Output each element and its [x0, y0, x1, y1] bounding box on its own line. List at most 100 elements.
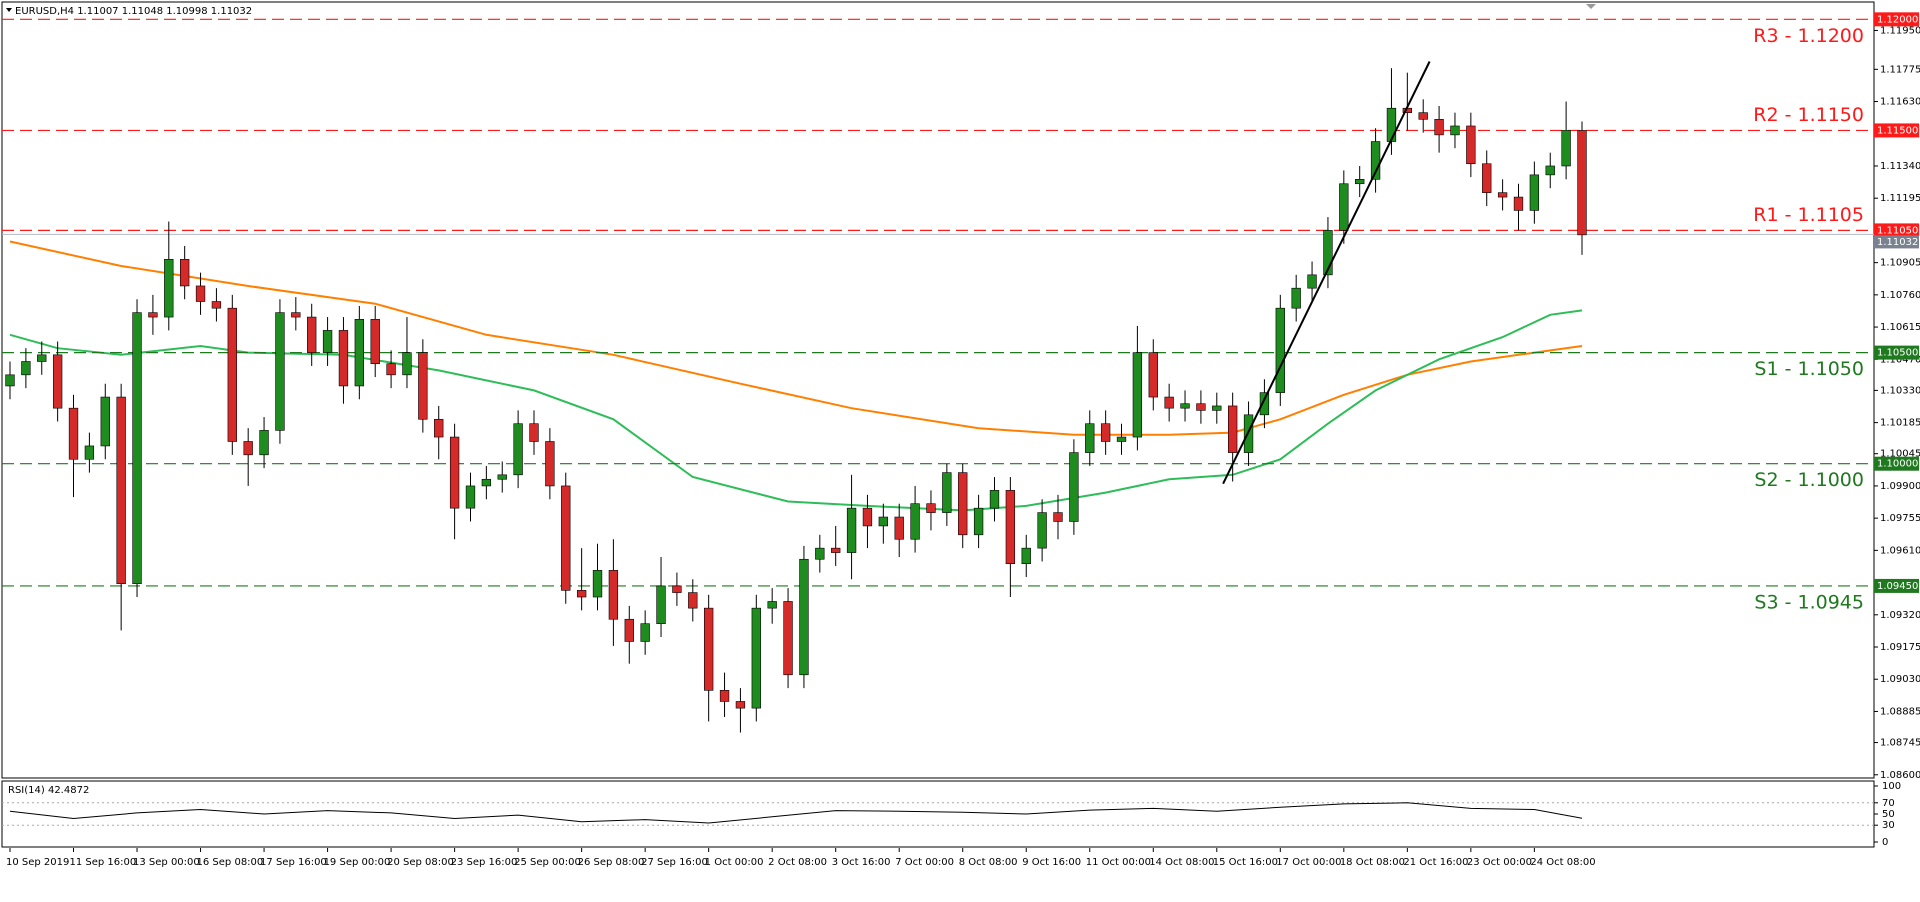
candle-body [1164, 396, 1174, 409]
x-tick-label: 3 Oct 16:00 [832, 857, 891, 868]
candle-body [37, 354, 47, 362]
level-label: S1 - 1.1050 [1754, 358, 1864, 380]
candle-body [1529, 174, 1540, 211]
x-tick-label: 16 Sep 08:00 [197, 857, 264, 868]
level-axis-label: 1.10000 [1877, 459, 1918, 470]
y-tick-label: 1.08745 [1880, 738, 1920, 749]
candle-body [910, 503, 920, 540]
candle-body [1370, 141, 1381, 180]
candle-body [1482, 163, 1492, 193]
candle-body [783, 601, 793, 676]
candle-body [1386, 107, 1397, 142]
indicator-tick-label: 0 [1882, 837, 1888, 848]
x-tick-label: 26 Sep 08:00 [578, 857, 645, 868]
y-tick-label: 1.09755 [1880, 513, 1920, 524]
candle-body [1259, 392, 1270, 416]
y-tick-label: 1.11195 [1880, 193, 1920, 204]
candle-body [958, 472, 968, 536]
candle-body [608, 570, 619, 620]
candle-body [1466, 125, 1476, 165]
indicator-line [9, 802, 1583, 824]
candle-body [148, 312, 158, 318]
trendline [1222, 61, 1431, 485]
candle-body [307, 316, 317, 353]
candle-body [1418, 112, 1428, 120]
level-axis-label: 1.12000 [1877, 14, 1918, 25]
y-tick-label: 1.11340 [1880, 161, 1920, 172]
x-tick-label: 1 Oct 00:00 [705, 857, 764, 868]
x-tick-label: 7 Oct 00:00 [895, 857, 954, 868]
level-label: S3 - 1.0945 [1754, 591, 1864, 613]
candle-body [465, 485, 476, 509]
candle-body [1196, 403, 1206, 411]
x-tick-label: 23 Sep 16:00 [451, 857, 518, 868]
level-axis-box [1874, 12, 1919, 27]
candle-body [1100, 423, 1111, 442]
candle-body [180, 258, 190, 287]
y-tick-label: 1.10905 [1880, 258, 1920, 269]
x-tick-label: 8 Oct 08:00 [959, 857, 1018, 868]
y-tick-label: 1.08600 [1880, 770, 1920, 781]
indicator-title: RSI(14) 42.4872 [8, 785, 89, 796]
candle-body [1005, 490, 1016, 564]
candle-body [370, 318, 380, 365]
candle-body [1085, 423, 1095, 453]
level-axis-box [1874, 578, 1919, 593]
x-tick-label: 2 Oct 08:00 [768, 857, 827, 868]
menu-triangle[interactable] [6, 8, 12, 12]
candle-body [1180, 403, 1190, 409]
candle-body [862, 507, 873, 527]
level-axis-box [1874, 345, 1919, 360]
candle-body [275, 312, 285, 431]
x-tick-label: 24 Oct 08:00 [1530, 857, 1595, 868]
candle-body [1339, 183, 1349, 231]
candle-body [338, 330, 349, 387]
level-axis-box [1874, 223, 1919, 238]
candle-body [513, 423, 523, 476]
level-label: R1 - 1.1105 [1753, 204, 1864, 226]
y-tick-label: 1.11630 [1880, 97, 1920, 108]
y-tick-label: 1.10615 [1880, 322, 1920, 333]
candle-body [116, 396, 126, 584]
candle-body [1021, 547, 1031, 564]
y-tick-label: 1.09610 [1880, 545, 1920, 556]
x-tick-label: 23 Oct 00:00 [1467, 857, 1532, 868]
candle-body [1053, 512, 1063, 522]
level-label: R2 - 1.1150 [1753, 104, 1864, 126]
candle-body [545, 441, 555, 487]
y-tick-label: 1.10470 [1880, 354, 1920, 365]
candle-body [576, 590, 587, 598]
candle-body [1116, 436, 1127, 442]
candle-body [1561, 130, 1571, 167]
level-label: S2 - 1.1000 [1754, 469, 1864, 491]
candle-body [434, 418, 444, 438]
indicator-tick-label: 70 [1882, 798, 1895, 809]
candle-body [227, 307, 237, 442]
candle-body [973, 507, 984, 536]
candle-body [561, 485, 571, 591]
x-tick-label: 20 Sep 08:00 [387, 857, 454, 868]
candle-body [84, 445, 95, 460]
chart-title: EURUSD,H4 1.11007 1.11048 1.10998 1.1103… [15, 6, 252, 17]
candle-body [815, 547, 825, 560]
y-tick-label: 1.10760 [1880, 290, 1920, 301]
level-axis-label: 1.11500 [1877, 125, 1918, 136]
candle-body [831, 547, 841, 553]
candle-body [52, 354, 63, 409]
candle-body [481, 478, 492, 487]
x-tick-label: 25 Sep 00:00 [514, 857, 581, 868]
candle-body [1307, 274, 1317, 289]
candle-body [1545, 165, 1555, 176]
candle-body [1212, 405, 1222, 411]
candle-body [1323, 230, 1333, 276]
y-tick-label: 1.09320 [1880, 610, 1920, 621]
last-price-label: 1.11032 [1877, 237, 1918, 248]
indicator-tick-label: 30 [1882, 820, 1895, 831]
indicator-panel [1, 780, 1875, 848]
level-axis-box [1874, 456, 1919, 471]
x-tick-label: 15 Oct 16:00 [1213, 857, 1278, 868]
candle-body [291, 312, 301, 318]
candle-body [243, 441, 253, 456]
candle-body [688, 592, 698, 609]
